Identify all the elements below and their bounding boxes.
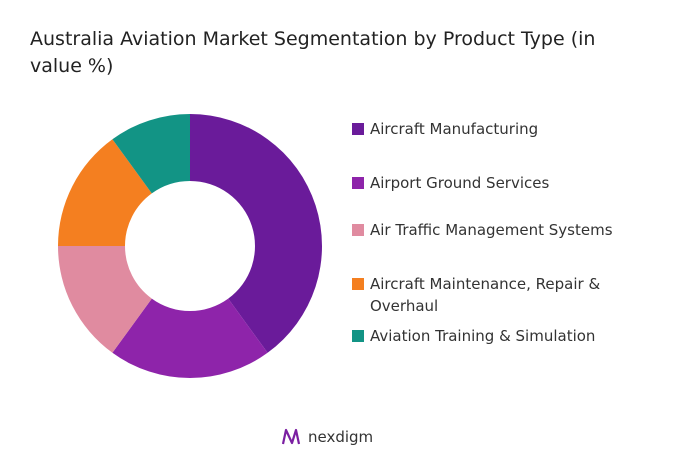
legend-item: Air Traffic Management Systems [352,219,632,241]
donut-slice [112,298,268,379]
donut-slice [190,114,323,353]
legend-label: Aircraft Maintenance, Repair & Overhaul [370,275,601,315]
legend-label: Aircraft Manufacturing [370,120,539,138]
logo-icon [281,428,301,445]
legend-swatch [352,278,364,290]
legend-label: Aviation Training & Simulation [370,327,596,345]
legend-swatch [352,224,364,236]
logo-text: nexdigm [308,428,374,446]
legend-label: Air Traffic Management Systems [370,221,613,239]
legend-swatch [352,123,364,135]
donut-slice [58,246,152,353]
legend-item: Aircraft Maintenance, Repair & Overhaul [352,273,632,317]
donut-slice [58,139,152,246]
logo: nexdigm [280,426,373,448]
legend-item: Aircraft Manufacturing [352,118,632,140]
legend-swatch [352,330,364,342]
legend-swatch [352,177,364,189]
legend-item: Aviation Training & Simulation [352,325,632,347]
legend-item: Airport Ground Services [352,172,632,194]
legend-label: Airport Ground Services [370,174,550,192]
donut-slice [112,114,190,194]
chart-title: Australia Aviation Market Segmentation b… [30,28,596,77]
